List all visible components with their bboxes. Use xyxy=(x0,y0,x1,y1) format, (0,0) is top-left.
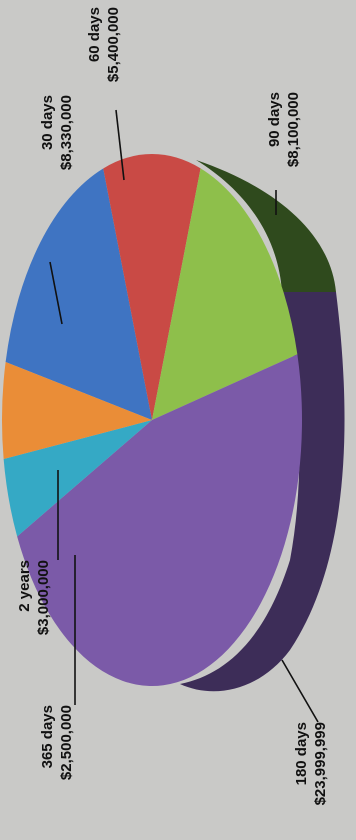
label-30-days: 30 days $8,330,000 xyxy=(39,95,75,170)
label-365-days-value: $2,500,000 xyxy=(58,705,75,780)
pie-top-face xyxy=(1,154,302,687)
label-365-days: 365 days $2,500,000 xyxy=(39,705,75,780)
label-90-days-value: $8,100,000 xyxy=(285,92,302,167)
side-wall-180-days xyxy=(180,292,345,692)
pie-slice-60-days xyxy=(103,154,201,420)
leader-lines xyxy=(49,109,319,723)
label-365-days-name: 365 days xyxy=(39,705,56,768)
pie-slice-2-years xyxy=(1,361,152,460)
pie-slice-90-days xyxy=(152,168,298,420)
pie-slice-365-days xyxy=(3,420,153,537)
label-180-days-value: $23,999,999 xyxy=(312,722,329,805)
leader-line-30-days xyxy=(49,261,63,325)
label-30-days-value: $8,330,000 xyxy=(58,95,75,170)
leader-line-60-days xyxy=(115,109,125,181)
leader-line-180-days xyxy=(281,659,319,723)
label-60-days-value: $5,400,000 xyxy=(105,7,122,82)
label-180-days: 180 days $23,999,999 xyxy=(293,722,329,805)
label-2-years-value: $3,000,000 xyxy=(35,560,52,635)
label-90-days-name: 90 days xyxy=(266,92,283,147)
label-2-years: 2 years $3,000,000 xyxy=(16,560,52,635)
label-90-days: 90 days $8,100,000 xyxy=(266,92,302,167)
label-180-days-name: 180 days xyxy=(293,722,310,785)
label-60-days: 60 days $5,400,000 xyxy=(86,7,122,82)
label-30-days-name: 30 days xyxy=(39,95,56,150)
pie-slice-30-days xyxy=(5,168,152,420)
label-2-years-name: 2 years xyxy=(16,560,33,612)
side-walls xyxy=(180,160,345,692)
label-60-days-name: 60 days xyxy=(86,7,103,62)
pie-slice-180-days xyxy=(17,354,302,687)
side-wall-90-days xyxy=(196,160,336,292)
